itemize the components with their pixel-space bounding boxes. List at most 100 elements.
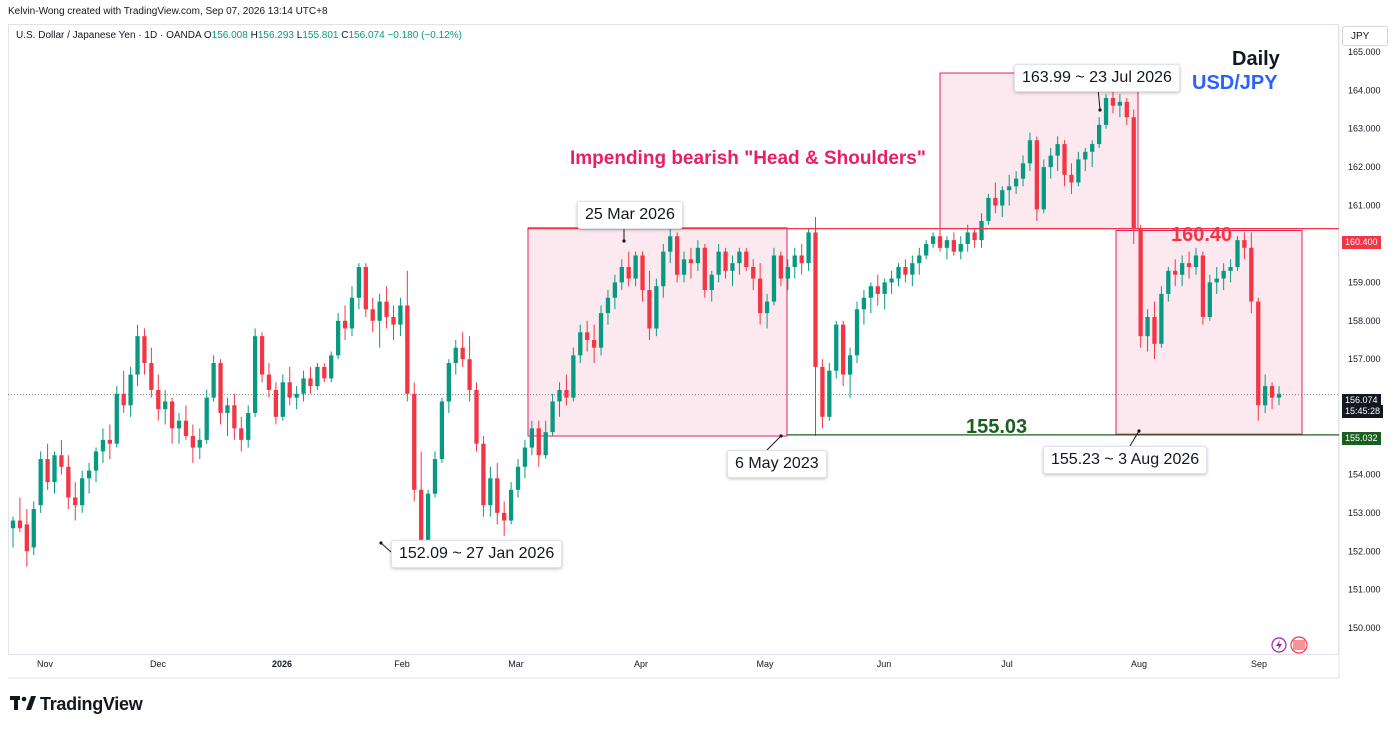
candle-body <box>930 236 936 244</box>
candle-body <box>799 255 804 264</box>
candle-body <box>391 316 396 325</box>
candle-body <box>246 412 251 440</box>
candle-body <box>841 324 846 375</box>
candle-body <box>1020 163 1026 179</box>
callout-pointer-dot <box>379 541 383 545</box>
candle-body <box>439 401 445 460</box>
candle-body <box>695 247 701 264</box>
candle-body <box>135 336 140 375</box>
candle-body <box>661 251 666 287</box>
candle-body <box>252 336 258 413</box>
candle-body <box>405 305 410 394</box>
candle-body <box>792 255 797 268</box>
candle-body <box>467 359 472 390</box>
timeframe-label: Daily <box>1232 48 1280 70</box>
candle-body <box>1083 151 1088 160</box>
candle-body <box>488 478 493 506</box>
candle-body <box>758 278 763 314</box>
candle-body <box>377 301 382 321</box>
candle-body <box>342 320 348 329</box>
tradingview-wordmark: TradingView <box>40 694 143 714</box>
candle-body <box>176 420 182 429</box>
y-tick-label: 153.000 <box>1348 508 1381 518</box>
open-label: O <box>203 30 212 41</box>
candle-body <box>1256 301 1261 406</box>
candle-body <box>903 267 908 275</box>
y-tick-label: 164.000 <box>1348 85 1381 95</box>
candle-body <box>557 389 562 402</box>
candle-body <box>1214 278 1219 283</box>
candle-body <box>1200 255 1206 317</box>
candle-body <box>1117 101 1123 106</box>
candle-body <box>384 301 389 317</box>
candle-body <box>1186 263 1192 268</box>
candle-body <box>543 432 548 456</box>
candle-body <box>1228 267 1233 271</box>
callout-left-shoulder: 25 Mar 2026 <box>577 201 683 229</box>
candle-body <box>66 466 71 498</box>
candle-body <box>73 497 78 506</box>
candle-body <box>515 466 521 490</box>
candle-body <box>668 236 673 252</box>
candle-body <box>80 478 85 506</box>
y-tick-label: 158.000 <box>1348 316 1381 326</box>
candle-body <box>536 428 541 456</box>
lightning-icon-glyph <box>1276 640 1282 650</box>
change-value: −0.180 (−0.12%) <box>387 30 462 41</box>
candle-body <box>336 320 341 356</box>
candle-body <box>38 459 43 506</box>
candle-body <box>820 366 825 417</box>
candle-body <box>128 374 133 406</box>
candle-body <box>163 401 168 410</box>
pattern-title: Impending bearish "Head & Shoulders" <box>570 148 926 169</box>
candle-body <box>847 355 853 375</box>
candle-body <box>425 493 431 540</box>
candle-body <box>10 520 16 529</box>
candle-body <box>169 401 175 429</box>
candle-body <box>681 259 687 275</box>
candle-body <box>398 305 403 325</box>
candle-body <box>121 393 126 406</box>
callout-head: 163.99 ~ 23 Jul 2026 <box>1014 64 1180 92</box>
candle-body <box>1048 155 1053 168</box>
candle-body <box>149 363 154 390</box>
candle-body <box>294 393 299 398</box>
candle-body <box>17 520 23 529</box>
candle-body <box>142 336 147 364</box>
candle-body <box>1145 316 1150 337</box>
candle-body <box>301 378 306 394</box>
y-tick-label: 162.000 <box>1348 162 1381 172</box>
candle-body <box>612 282 618 298</box>
candle-body <box>751 267 756 279</box>
candle-body <box>1276 393 1282 398</box>
candle-body <box>813 232 818 367</box>
candle-body <box>356 267 362 298</box>
y-tick-label: 157.000 <box>1348 354 1381 364</box>
candle-body <box>827 370 832 417</box>
x-tick-label: Dec <box>150 659 167 669</box>
candle-body <box>1041 167 1046 210</box>
candle-body <box>578 332 583 356</box>
candle-body <box>100 439 106 452</box>
x-tick-label: 2026 <box>272 659 292 669</box>
candle-body <box>432 459 438 494</box>
currency-button[interactable]: JPY <box>1342 26 1388 46</box>
callout-jan-low: 152.09 ~ 27 Jan 2026 <box>391 540 563 568</box>
candle-body <box>1159 293 1164 344</box>
candle-body <box>453 347 458 364</box>
candle-body <box>944 240 950 248</box>
candle-body <box>273 389 279 417</box>
candle-body <box>24 524 29 552</box>
candle-body <box>1138 228 1143 337</box>
candle-body <box>495 478 500 513</box>
candle-body <box>502 512 507 521</box>
candle-body <box>571 355 576 398</box>
candle-body <box>59 455 64 467</box>
candle-body <box>640 255 645 291</box>
callout-pointer <box>766 435 782 451</box>
resistance-level-label: 160.40 <box>1171 224 1233 246</box>
candle-body <box>723 251 728 271</box>
chart-byline: Kelvin-Wong created with TradingView.com… <box>8 6 328 17</box>
resistance-price-badge: 160.400 <box>1342 236 1381 249</box>
candle-body <box>591 340 597 348</box>
